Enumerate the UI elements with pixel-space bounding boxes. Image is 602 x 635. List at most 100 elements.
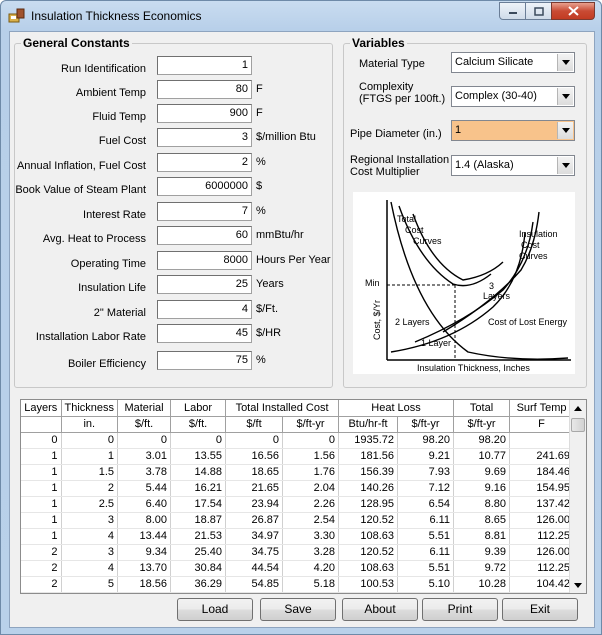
insulation-cost-curve-3	[442, 211, 540, 333]
table-row[interactable]: 2 3 9.34 25.40 34.75 3.28 120.52 6.11 9.39 126.00	[21, 544, 575, 561]
about-button[interactable]: About	[342, 598, 418, 621]
constant-input[interactable]: 75	[157, 351, 252, 370]
constant-input[interactable]: 1	[157, 56, 252, 75]
scroll-thumb[interactable]	[571, 418, 585, 432]
table-row[interactable]: 1 2.5 6.40 17.54 23.94 2.26 128.95 6.54 8.80 137.…	[21, 496, 575, 513]
table-cell: 34.75	[225, 544, 284, 561]
regional-cost-select[interactable]: 1.4 (Alaska)	[451, 155, 575, 176]
lost-energy-curve	[390, 201, 569, 360]
table-cell: 140.26	[338, 480, 399, 497]
table-cell: 21.53	[170, 528, 227, 545]
column-header[interactable]: Total Installed Cost	[225, 400, 340, 417]
results-grid[interactable]: Layers Thickness Material Labor Total Instal…	[20, 399, 587, 594]
print-button[interactable]: Print	[422, 598, 498, 621]
title-bar[interactable]: Insulation Thickness Economics	[1, 1, 601, 31]
constant-input[interactable]: 3	[157, 128, 252, 147]
table-cell: 1	[21, 512, 62, 529]
column-header[interactable]: Heat Loss	[338, 400, 455, 417]
column-subheader: $/ft-yr	[397, 416, 455, 433]
constant-unit: F	[256, 107, 263, 119]
constant-unit: %	[256, 156, 266, 168]
table-cell: 120.52	[338, 544, 399, 561]
pipe-diameter-value: 1	[455, 124, 462, 136]
table-row[interactable]: 2 4 13.70 30.84 44.54 4.20 108.63 5.51 9.72 112.2…	[21, 560, 575, 577]
lost-energy-label: Cost of Lost Energy	[488, 317, 568, 327]
table-cell: 13.44	[117, 528, 172, 545]
constant-label: Avg. Heat to Process	[42, 233, 146, 245]
table-cell: 26.87	[225, 512, 284, 529]
column-header[interactable]: Total	[453, 400, 511, 417]
constant-input[interactable]: 80	[157, 80, 252, 99]
table-cell: 5.18	[282, 576, 340, 593]
table-row[interactable]: 0 0 0 0 0 0 1935.72 98.20 98.20	[21, 432, 575, 449]
pipe-diameter-select[interactable]: 1	[451, 120, 575, 141]
constant-input[interactable]: 60	[157, 226, 252, 245]
constant-input[interactable]: 45	[157, 324, 252, 343]
total-cost-curve-b	[412, 213, 504, 281]
table-row[interactable]: 2 5 18.56 36.29 54.85 5.18 100.53 5.10 10.28 104.…	[21, 576, 575, 593]
chevron-down-icon	[561, 128, 570, 133]
table-cell: 0	[225, 432, 284, 449]
constant-unit: Years	[256, 278, 284, 290]
table-cell: 0	[282, 432, 340, 449]
maximize-button[interactable]	[525, 2, 552, 20]
constant-input[interactable]: 4	[157, 300, 252, 319]
column-header[interactable]: Layers	[21, 400, 62, 417]
column-header[interactable]: Thickness	[61, 400, 119, 417]
constant-input[interactable]: 2	[157, 153, 252, 172]
results-table: Layers Thickness Material Labor Total Instal…	[21, 400, 575, 593]
load-button[interactable]: Load	[177, 598, 253, 621]
minimize-button[interactable]	[499, 2, 526, 20]
table-cell: 9.69	[453, 464, 511, 481]
table-cell: 4	[61, 528, 119, 545]
constant-unit: $/Ft.	[256, 303, 279, 315]
vertical-scrollbar[interactable]	[569, 400, 586, 593]
close-button[interactable]	[551, 2, 595, 20]
constant-input[interactable]: 25	[157, 275, 252, 294]
constant-input[interactable]: 6000000	[157, 177, 252, 196]
constant-label: Boiler Efficiency	[67, 358, 146, 370]
constant-label: Book Value of Steam Plant	[15, 184, 146, 196]
column-header[interactable]: Surf Temp	[509, 400, 575, 417]
table-row[interactable]: 1 1 3.01 13.55 16.56 1.56 181.56 9.21 10.77 241.6…	[21, 448, 575, 465]
table-row[interactable]: 1 3 8.00 18.87 26.87 2.54 120.52 6.11 8.65 126.00	[21, 512, 575, 529]
table-row[interactable]: 1 2 5.44 16.21 21.65 2.04 140.26 7.12 9.16 154.95	[21, 480, 575, 497]
table-cell: 36.29	[170, 576, 227, 593]
material-type-label: Material Type	[359, 58, 425, 70]
table-cell: 98.20	[453, 432, 511, 449]
constant-label: Ambient Temp	[75, 87, 146, 99]
constant-label: Run Identification	[61, 63, 146, 75]
constant-input[interactable]: 7	[157, 202, 252, 221]
table-cell: 184.46	[509, 464, 575, 481]
column-subheader	[21, 416, 62, 433]
table-row[interactable]: 1 4 13.44 21.53 34.97 3.30 108.63 5.51 8.81 112.2…	[21, 528, 575, 545]
maximize-icon	[533, 6, 544, 16]
table-cell: 1.56	[282, 448, 340, 465]
table-cell: 30.84	[170, 560, 227, 577]
save-button[interactable]: Save	[260, 598, 336, 621]
regional-cost-value: 1.4 (Alaska)	[455, 159, 514, 171]
table-cell: 112.25	[509, 528, 575, 545]
material-type-select[interactable]: Calcium Silicate	[451, 52, 575, 73]
table-cell: 181.56	[338, 448, 399, 465]
column-header[interactable]: Material	[117, 400, 172, 417]
exit-button[interactable]: Exit	[502, 598, 578, 621]
complexity-label: Complexity	[359, 81, 414, 93]
constant-input[interactable]: 900	[157, 104, 252, 123]
constant-input[interactable]: 8000	[157, 251, 252, 270]
constant-label: Annual Inflation, Fuel Cost	[16, 160, 146, 172]
column-subheader: F	[509, 416, 575, 433]
table-cell: 6.11	[397, 544, 455, 561]
table-cell: 3.28	[282, 544, 340, 561]
table-cell: 1.76	[282, 464, 340, 481]
scroll-down-button[interactable]	[570, 577, 586, 593]
scroll-up-button[interactable]	[570, 400, 586, 416]
column-header[interactable]: Labor	[170, 400, 227, 417]
constant-label: 2" Material	[93, 307, 146, 319]
table-cell: 2.54	[282, 512, 340, 529]
table-cell: 1	[21, 448, 62, 465]
table-cell: 7.12	[397, 480, 455, 497]
table-row[interactable]: 1 1.5 3.78 14.88 18.65 1.76 156.39 7.93 9.69 184.…	[21, 464, 575, 481]
complexity-select[interactable]: Complex (30-40)	[451, 86, 575, 107]
